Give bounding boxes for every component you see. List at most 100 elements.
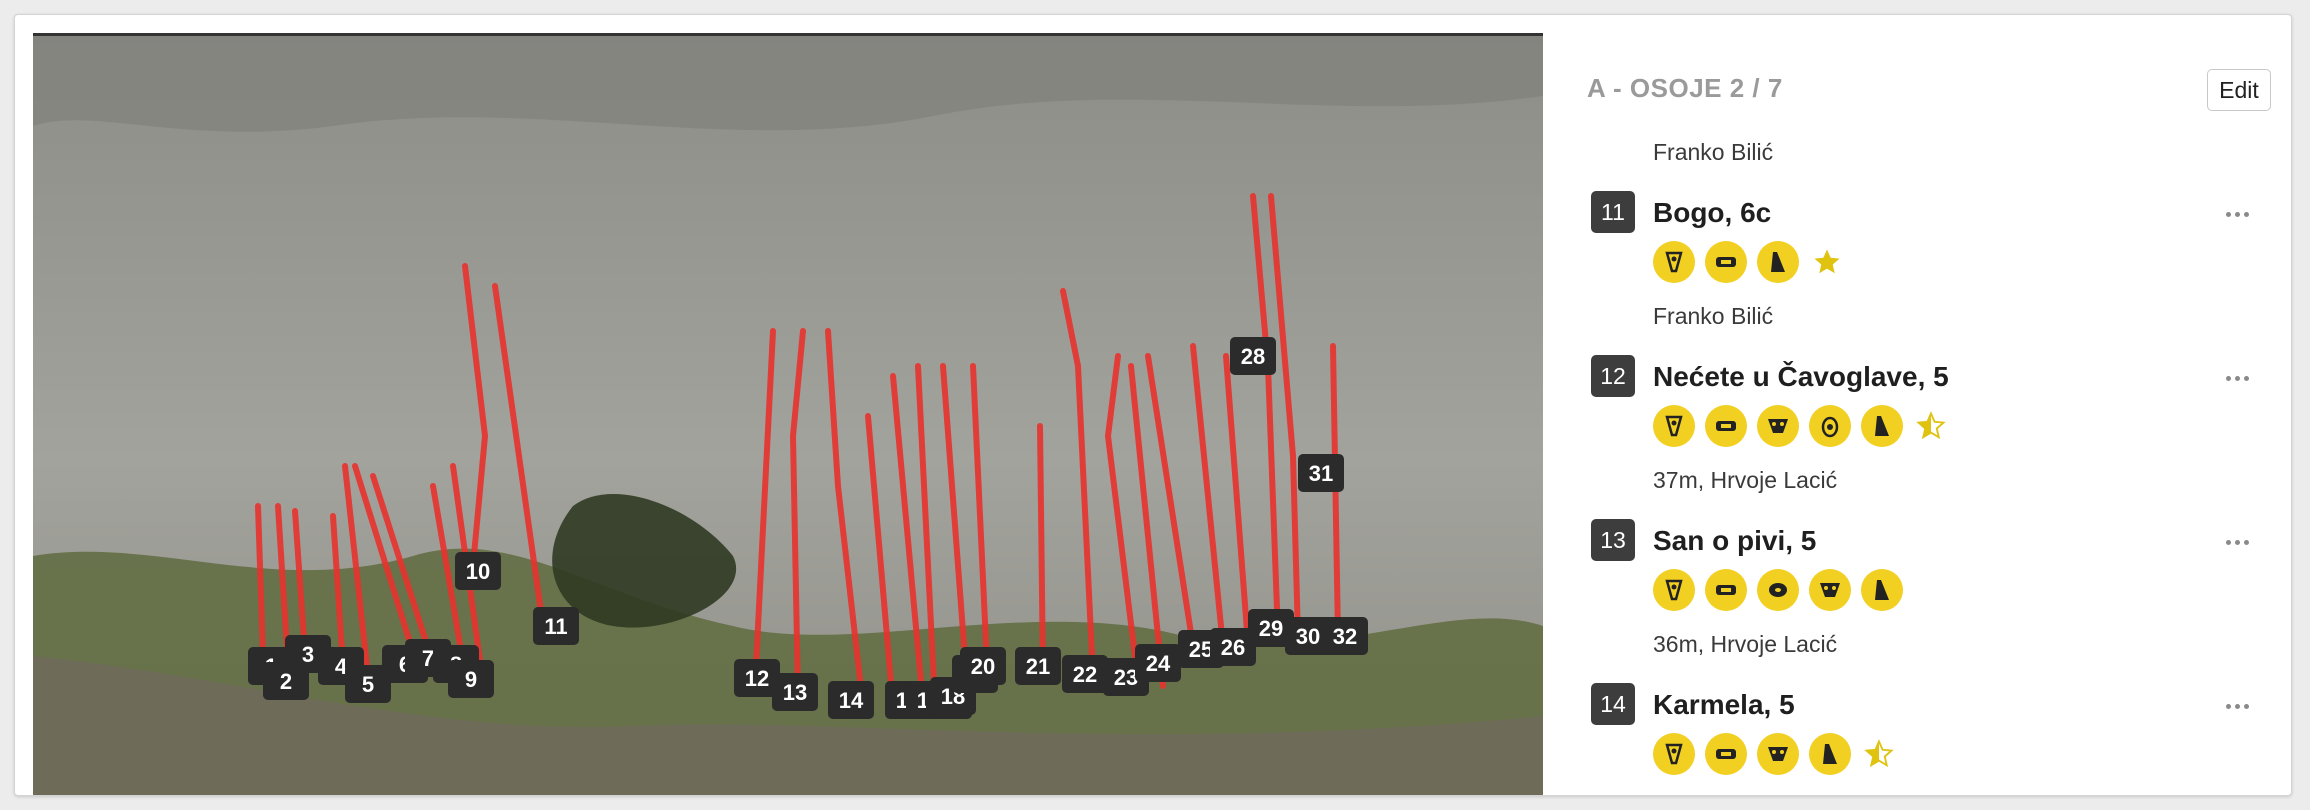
route-feature-icons: [1653, 569, 1903, 611]
pocket-icon: [1809, 405, 1851, 447]
route-line[interactable]: [1060, 288, 1096, 679]
route-badge-box: [1230, 337, 1276, 375]
route-number: 13: [1591, 519, 1635, 561]
route-badge[interactable]: 31: [1298, 454, 1344, 492]
route-badge[interactable]: 9: [448, 660, 494, 698]
route-badge[interactable]: 24: [1135, 644, 1181, 682]
slab-icon: [1653, 569, 1695, 611]
jug-icon: [1705, 733, 1747, 775]
route-name[interactable]: Nećete u Čavoglave, 5: [1653, 361, 1949, 392]
route-name[interactable]: San o pivi, 5: [1653, 525, 1817, 556]
route-meta: Franko Bilić: [1653, 303, 1774, 329]
route-line[interactable]: [430, 483, 466, 665]
route-line[interactable]: [890, 373, 926, 707]
route-badge-box: [1298, 454, 1344, 492]
slab-icon: [1653, 241, 1695, 283]
route-badge-box: [1062, 655, 1108, 693]
route-badge[interactable]: 29: [1248, 609, 1294, 647]
route-badge[interactable]: 20: [960, 647, 1006, 685]
route-line[interactable]: [1268, 193, 1301, 639]
slab-icon: [1653, 405, 1695, 447]
route-line[interactable]: [970, 363, 991, 689]
route-badge-label: 5: [362, 672, 374, 697]
route-badge[interactable]: 22: [1062, 655, 1108, 693]
route-badge-label: 29: [1259, 616, 1283, 641]
route-line[interactable]: [865, 413, 896, 709]
route-line[interactable]: [790, 328, 806, 699]
route-number: 14: [1591, 683, 1635, 725]
route-line[interactable]: [825, 328, 866, 709]
more-options-button[interactable]: [2217, 199, 2257, 229]
route-number: 11: [1591, 191, 1635, 233]
route-badge[interactable]: 11: [533, 607, 579, 645]
pillar-icon: [1861, 569, 1903, 611]
route-feature-icons: [1653, 241, 1845, 283]
topo-canvas: 1234567891011121314151617181920212223242…: [33, 36, 1543, 795]
route-line[interactable]: [1145, 353, 1196, 649]
route-name[interactable]: Karmela, 5: [1653, 689, 1795, 720]
route-line[interactable]: [1223, 353, 1251, 647]
route-badge-label: 25: [1189, 637, 1213, 662]
route-badge-label: 26: [1221, 635, 1245, 660]
crag-topo-photo[interactable]: 1234567891011121314151617181920212223242…: [33, 33, 1543, 795]
route-badge[interactable]: 13: [772, 673, 818, 711]
hole-icon: [1757, 569, 1799, 611]
route-line[interactable]: [1105, 353, 1141, 684]
route-badge-label: 31: [1309, 461, 1333, 486]
route-badge[interactable]: 28: [1230, 337, 1276, 375]
dark-bush: [552, 494, 737, 628]
route-badge-box: [1135, 644, 1181, 682]
route-badge-box: [828, 681, 874, 719]
route-badge-label: 10: [466, 559, 490, 584]
half-star-icon: [1913, 408, 1949, 444]
route-line[interactable]: [752, 328, 776, 689]
route-badges: 1234567891011121314151617181920212223242…: [248, 337, 1368, 719]
route-badge-label: 11: [544, 614, 567, 639]
route-line[interactable]: [492, 283, 546, 629]
route-item-14[interactable]: 14 Karmela, 5: [1591, 683, 2281, 791]
route-name[interactable]: Bogo, 6c: [1653, 197, 1772, 228]
route-badge[interactable]: 14: [828, 681, 874, 719]
route-line[interactable]: [342, 463, 371, 679]
more-options-button[interactable]: [2217, 527, 2257, 557]
route-line[interactable]: [255, 503, 266, 659]
route-item-12[interactable]: 12 Nećete u Čavoglave, 5: [1591, 355, 2281, 463]
route-badge-label: 12: [745, 666, 769, 691]
route-line[interactable]: [292, 508, 308, 657]
route-badge-label: 30: [1296, 624, 1320, 649]
route-line[interactable]: [915, 363, 938, 707]
route-line[interactable]: [370, 473, 431, 651]
route-badge-box: [772, 673, 818, 711]
pillar-icon: [1809, 733, 1851, 775]
route-badge[interactable]: 21: [1015, 647, 1061, 685]
route-badge-label: 2: [280, 669, 292, 694]
route-badge[interactable]: 12: [734, 659, 780, 697]
route-line[interactable]: [462, 263, 488, 569]
face-icon: [1809, 569, 1851, 611]
route-badge-box: [1285, 617, 1331, 655]
more-options-button[interactable]: [2217, 363, 2257, 393]
route-badge[interactable]: 5: [345, 665, 391, 703]
route-line[interactable]: [1128, 363, 1166, 689]
route-line[interactable]: [940, 363, 971, 701]
route-line[interactable]: [1190, 343, 1226, 649]
route-badge[interactable]: 26: [1210, 628, 1256, 666]
route-item-13[interactable]: 13 San o pivi, 5: [1591, 519, 2281, 627]
route-badge-box: [1015, 647, 1061, 685]
route-badge-label: 14: [839, 688, 864, 713]
route-badge[interactable]: 32: [1322, 617, 1368, 655]
route-line[interactable]: [330, 513, 346, 669]
route-badge-label: 3: [302, 642, 314, 667]
route-badge[interactable]: 10: [455, 552, 501, 590]
route-line[interactable]: [352, 463, 414, 649]
crag-card: 1234567891011121314151617181920212223242…: [14, 14, 2292, 796]
more-options-button[interactable]: [2217, 691, 2257, 721]
route-badge-box: [455, 552, 501, 590]
route-line[interactable]: [1037, 423, 1046, 677]
route-badge-label: 13: [783, 680, 807, 705]
route-badge-box: [960, 647, 1006, 685]
route-feature-icons: [1653, 405, 1949, 447]
route-badge[interactable]: 30: [1285, 617, 1331, 655]
route-item-11[interactable]: 11 Bogo, 6c: [1591, 191, 2281, 299]
edit-button[interactable]: Edit: [2207, 69, 2271, 111]
